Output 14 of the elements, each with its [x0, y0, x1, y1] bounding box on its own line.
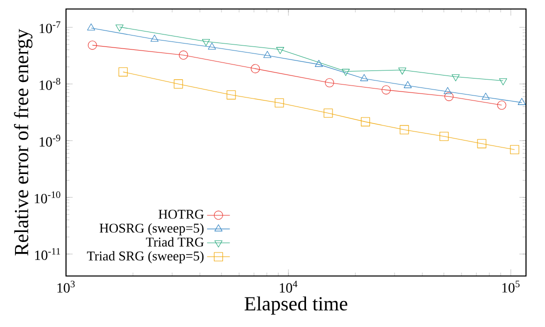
- legend-label: HOTRG: [158, 210, 204, 219]
- y-tick-label: 10$^{-9}$: [40, 134, 60, 147]
- legend-label: HOSRG (sweep=5): [100, 223, 204, 236]
- x-tick-label: 10$^{3}$: [57, 280, 75, 293]
- y-tick-label: 10$^{-11}$: [35, 248, 60, 260]
- legend-label: Triad SRG (sweep=5): [87, 251, 204, 264]
- y-tick-label: 10$^{-10}$: [34, 191, 60, 204]
- legend-label: Triad TRG: [146, 237, 204, 247]
- x-tick-label: 10$^{5}$: [502, 280, 520, 293]
- x-axis-title: Elapsed time: [244, 296, 348, 315]
- x-tick-label: 10$^{4}$: [280, 280, 298, 293]
- y-tick-label: 10$^{-8}$: [40, 78, 60, 90]
- y-axis-title: Relative error of free energy: [14, 28, 32, 256]
- y-tick-label: 10$^{-7}$: [40, 21, 60, 34]
